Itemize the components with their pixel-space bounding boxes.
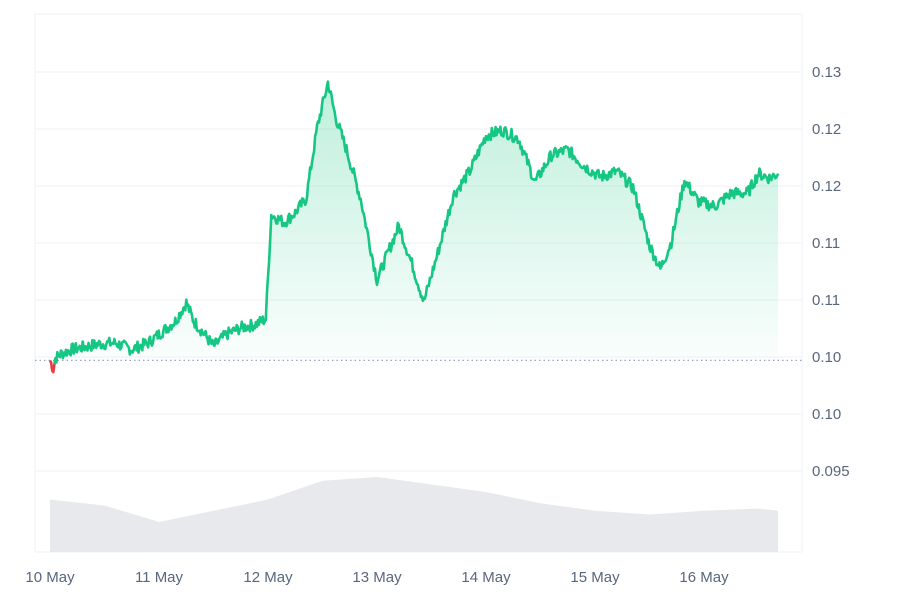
price-line-up	[53, 80, 780, 365]
volume-area	[50, 477, 779, 552]
x-tick-label: 10 May	[25, 569, 75, 586]
x-tick-label: 14 May	[461, 569, 511, 586]
x-tick-label: 11 May	[135, 569, 184, 586]
x-tick-label: 16 May	[679, 569, 729, 586]
y-tick-label: 0.12	[812, 178, 841, 195]
volume-shape	[50, 477, 779, 552]
y-tick-label: 0.10	[812, 349, 841, 366]
x-axis-tick-labels: 10 May 11 May 12 May 13 May 14 May 15 May 16 M…	[25, 569, 729, 586]
price-area-shape	[50, 81, 779, 361]
y-tick-label: 0.13	[812, 64, 841, 81]
price-line	[48, 80, 780, 374]
price-area	[50, 81, 779, 361]
x-tick-label: 13 May	[352, 569, 402, 586]
x-tick-label: 12 May	[243, 569, 293, 586]
y-tick-label: 0.12	[812, 121, 841, 138]
x-tick-label: 15 May	[570, 569, 620, 586]
y-tick-label: 0.095	[812, 463, 850, 480]
y-tick-label: 0.11	[812, 235, 840, 252]
y-axis-tick-labels: 0.13 0.12 0.12 0.11 0.11 0.10 0.10 0.095	[812, 64, 850, 480]
y-tick-label: 0.10	[812, 406, 841, 423]
y-tick-label: 0.11	[812, 292, 840, 309]
